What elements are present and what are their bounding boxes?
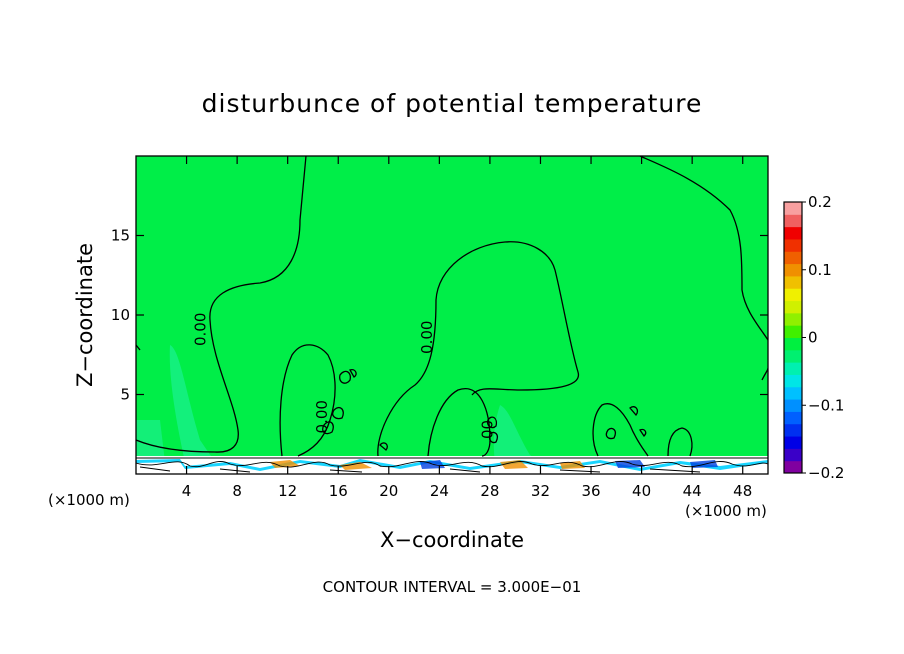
contour-interval-text: CONTOUR INTERVAL = 3.000E−01	[323, 578, 582, 596]
contour-lines	[136, 156, 768, 457]
plot-area	[135, 155, 769, 475]
contour-labels: 0.00 0.00 0.00 00	[192, 313, 497, 439]
contour-line	[279, 344, 336, 457]
x-tick-label: 16	[329, 482, 348, 500]
colorbar-swatch	[784, 374, 802, 388]
x-axis-label: X−coordinate	[380, 528, 524, 552]
colorbar-swatch	[784, 275, 802, 289]
chart-title: disturbunce of potential temperature	[202, 89, 703, 118]
x-tick-label: 4	[182, 482, 192, 500]
x-tick-label: 8	[232, 482, 242, 500]
colorbar-swatch	[784, 436, 802, 449]
cool-patch	[169, 345, 215, 462]
colorbar-swatch	[784, 411, 802, 425]
contour-line	[322, 369, 647, 451]
colorbar-swatch	[784, 251, 802, 265]
colorbar-swatch	[784, 238, 802, 252]
colorbar-swatch	[784, 337, 802, 351]
contour-line	[427, 387, 491, 457]
colorbar-swatch	[784, 226, 802, 240]
contour-line	[592, 403, 649, 457]
x-axis-unit-left: (×1000 m)	[48, 491, 130, 509]
y-tick-label: 15	[111, 227, 130, 245]
contour-label: 0.00	[192, 313, 210, 346]
surface-band-lines	[136, 457, 768, 473]
x-axis-unit-right: (×1000 m)	[685, 502, 767, 520]
cool-patch	[493, 405, 540, 462]
colorbar-tick-label: 0	[808, 329, 818, 347]
colorbar-swatch	[784, 312, 802, 326]
x-tick-label: 32	[531, 482, 550, 500]
cool-patch	[136, 420, 165, 462]
colorbar-swatch	[784, 202, 802, 215]
x-tick-label: 28	[480, 482, 499, 500]
y-tick-label: 10	[111, 306, 130, 324]
field-background	[136, 156, 768, 474]
contour-label: 0.00	[418, 321, 436, 354]
surface-band-blue	[420, 460, 718, 469]
colorbar-tick-label: −0.1	[808, 396, 844, 414]
contour-line	[639, 156, 768, 341]
x-tick-label: 44	[683, 482, 702, 500]
x-tick-label: 20	[379, 482, 398, 500]
x-tick-label: 40	[632, 482, 651, 500]
contour-label: 0.00	[313, 400, 331, 433]
x-tick-label: 12	[278, 482, 297, 500]
y-axis-label: Z−coordinate	[73, 243, 97, 387]
contour-line	[377, 241, 580, 457]
colorbar-swatch	[784, 325, 802, 338]
colorbar-swatch	[784, 460, 802, 474]
surface-band-warm	[270, 460, 585, 470]
colorbar-tick-label: 0.1	[808, 261, 832, 279]
colorbar-tick-label: −0.2	[808, 464, 844, 482]
colorbar-swatch	[784, 386, 802, 400]
colorbar: 0.2 0.1 0 −0.1 −0.2	[783, 193, 844, 482]
x-tick-label: 48	[733, 482, 752, 500]
contour-line	[136, 156, 307, 453]
x-axis: 4 8 12 16 20 24 28 32 36 40 44 48	[182, 156, 752, 500]
contour-label: 00	[478, 420, 496, 439]
colorbar-swatch	[784, 423, 802, 437]
y-axis: 5 10 15	[111, 227, 768, 404]
colorbar-swatch	[784, 362, 802, 375]
y-tick-label: 5	[120, 386, 130, 404]
colorbar-swatch	[784, 300, 802, 314]
colorbar-swatch	[784, 263, 802, 277]
colorbar-swatch	[784, 349, 802, 363]
colorbar-swatch	[784, 288, 802, 302]
x-tick-label: 24	[430, 482, 449, 500]
colorbar-swatch	[784, 399, 802, 412]
contour-line	[667, 427, 693, 457]
colorbar-swatch	[784, 214, 802, 228]
colorbar-swatch	[784, 448, 802, 462]
x-tick-label: 36	[581, 482, 600, 500]
colorbar-tick-label: 0.2	[808, 193, 832, 211]
surface-band-colors	[136, 459, 768, 471]
